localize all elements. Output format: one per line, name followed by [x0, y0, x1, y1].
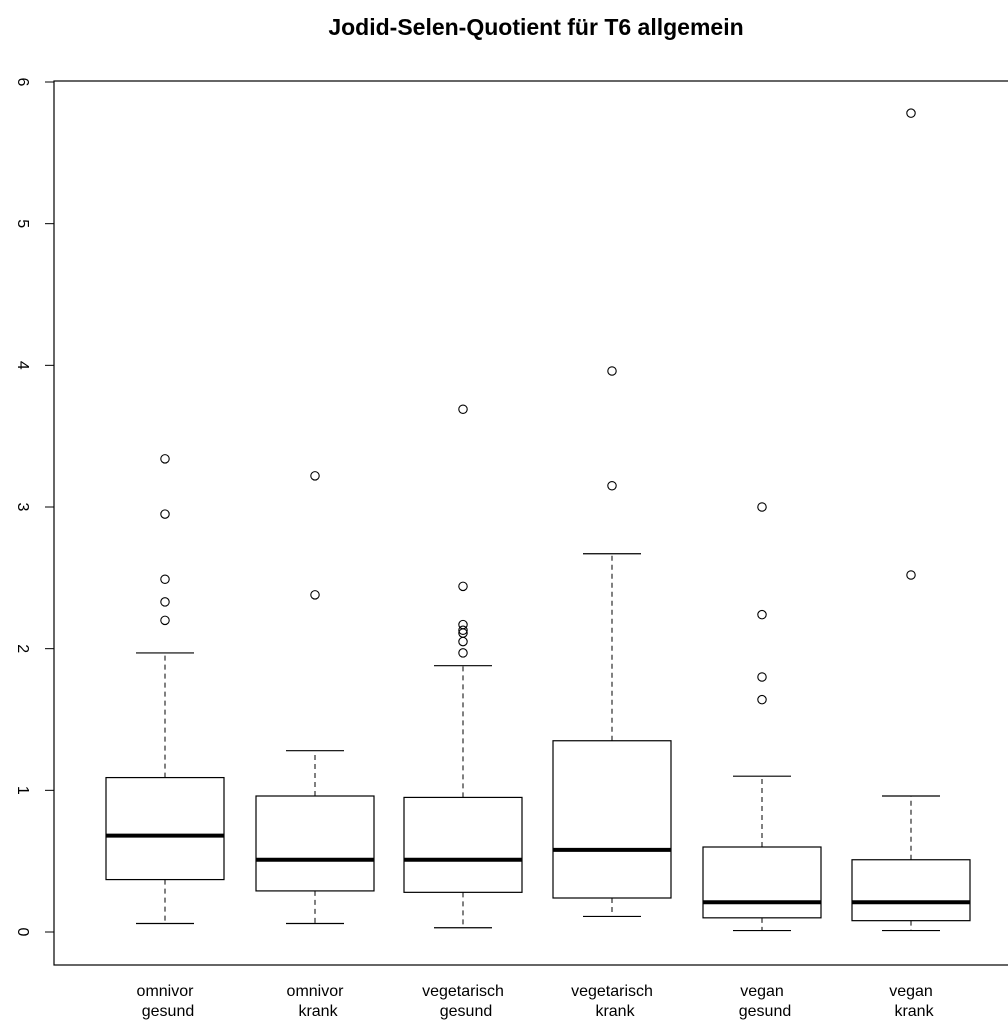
x-tick-label: gesund [739, 1003, 792, 1020]
y-tick-label: 2 [14, 644, 31, 653]
boxes-group [105, 108, 971, 932]
box [403, 796, 523, 893]
x-tick-label: vegetarisch [422, 983, 504, 1000]
outlier-point [757, 694, 767, 705]
outlier-point [160, 574, 170, 584]
box [702, 846, 822, 919]
outlier-point [607, 366, 617, 376]
outlier-point [310, 471, 320, 481]
y-tick-label: 1 [14, 786, 31, 795]
box-group [255, 471, 375, 925]
box [105, 776, 225, 881]
x-tick-label: gesund [440, 1003, 493, 1020]
box [255, 795, 375, 892]
outlier-point [160, 597, 170, 607]
outlier-point [906, 570, 916, 580]
box-group [552, 366, 672, 918]
x-tick-label: krank [894, 1003, 934, 1020]
outlier-point [906, 108, 916, 118]
y-tick-label: 0 [14, 928, 31, 937]
x-tick-label: gesund [142, 1003, 195, 1020]
outlier-point [458, 625, 468, 635]
box-group [851, 108, 971, 932]
outlier-point [160, 454, 170, 464]
x-tick-label: vegan [740, 983, 784, 1000]
outlier-point [458, 648, 468, 658]
box [851, 859, 971, 922]
outlier-point [160, 509, 170, 519]
box-group [702, 502, 822, 932]
x-tick-label: krank [298, 1003, 338, 1020]
chart-title: Jodid-Selen-Quotient für T6 allgemein [328, 14, 744, 40]
x-tick-label: omnivor [137, 983, 195, 1000]
outlier-point [458, 581, 468, 592]
y-axis: 0 1 2 3 4 5 6 [14, 78, 55, 937]
outlier-point [757, 502, 767, 512]
box-group [105, 454, 225, 925]
y-tick-label: 5 [14, 219, 31, 228]
outlier-point [458, 404, 468, 414]
box-group [403, 404, 523, 929]
outlier-point [458, 636, 468, 647]
outlier-point [757, 672, 767, 682]
outlier-point [757, 609, 767, 620]
y-tick-label: 4 [14, 361, 31, 370]
outlier-point [160, 615, 170, 626]
y-tick-label: 3 [14, 503, 31, 512]
x-tick-label: krank [595, 1003, 635, 1020]
y-tick-label: 6 [14, 78, 31, 87]
x-tick-label: vegetarisch [571, 983, 653, 1000]
outlier-point [310, 590, 320, 600]
x-axis-labels: omnivor gesund omnivor krank vegetarisch gesu… [137, 983, 935, 1020]
box [552, 740, 672, 899]
x-tick-label: omnivor [287, 983, 345, 1000]
outlier-point [607, 480, 617, 491]
outlier-point [458, 619, 468, 630]
x-tick-label: vegan [889, 983, 933, 1000]
